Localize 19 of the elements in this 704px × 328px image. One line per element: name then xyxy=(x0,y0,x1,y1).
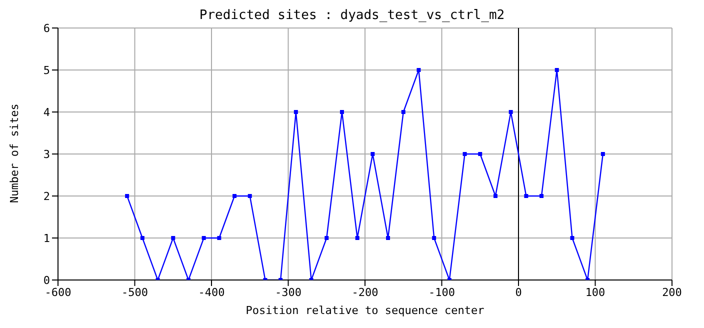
y-tick-label: 0 xyxy=(43,274,50,287)
x-axis-title: Position relative to sequence center xyxy=(246,304,485,317)
y-axis-title: Number of sites xyxy=(8,104,21,203)
y-tick-label: 2 xyxy=(43,190,50,203)
x-tick-label: 200 xyxy=(662,286,682,299)
x-tick-label: -300 xyxy=(275,286,302,299)
x-tick-label: 0 xyxy=(515,286,522,299)
y-tick-label: 3 xyxy=(43,148,50,161)
x-tick-label: 100 xyxy=(585,286,606,299)
y-tick-label: 5 xyxy=(43,64,50,77)
chart-title: Predicted sites : dyads_test_vs_ctrl_m2 xyxy=(198,8,506,23)
x-tick-label: -600 xyxy=(44,286,72,299)
x-tick-label: -500 xyxy=(122,286,148,299)
y-tick-label: 4 xyxy=(43,106,50,119)
x-tick-label: -200 xyxy=(352,286,378,299)
y-tick-label: 1 xyxy=(43,232,50,245)
y-tick-label: 6 xyxy=(43,22,50,35)
x-tick-label: -100 xyxy=(428,286,455,299)
x-tick-label: -400 xyxy=(198,286,225,299)
